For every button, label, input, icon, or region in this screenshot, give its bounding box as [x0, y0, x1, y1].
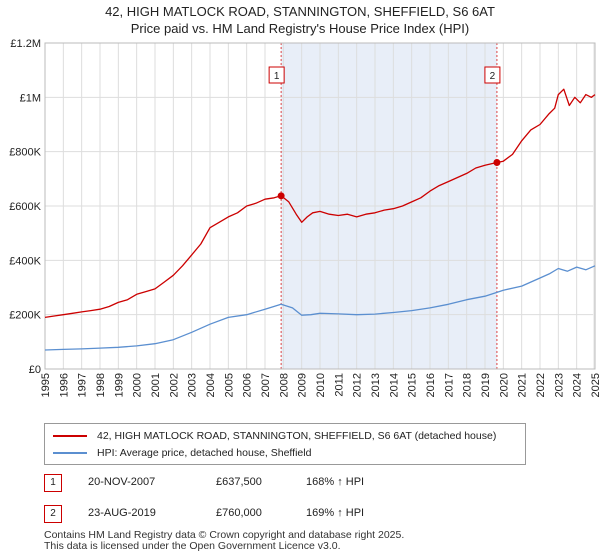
annotation-row-2: 2 23-AUG-2019 £760,000 169% ↑ HPI — [44, 505, 564, 525]
x-tick-label: 2006 — [242, 373, 254, 397]
x-tick-label: 2018 — [462, 373, 474, 397]
annotation-hpi-change: 169% ↑ HPI — [306, 507, 365, 519]
annotation-row-1: 1 20-NOV-2007 £637,500 168% ↑ HPI — [44, 474, 564, 494]
x-tick-label: 2022 — [535, 373, 547, 397]
annotation-number-box: 2 — [44, 505, 62, 523]
footer-line2: This data is licensed under the Open Gov… — [44, 540, 341, 552]
x-tick-label: 2007 — [260, 373, 272, 397]
x-tick-label: 1995 — [40, 373, 52, 397]
footer-line1: Contains HM Land Registry data © Crown c… — [44, 529, 405, 541]
x-tick-label: 2017 — [443, 373, 455, 397]
y-tick-label: £0 — [29, 364, 41, 376]
annotation-number-box: 1 — [44, 474, 62, 492]
legend-item-price: 42, HIGH MATLOCK ROAD, STANNINGTON, SHEF… — [53, 427, 496, 445]
sale-marker-label: 2 — [490, 71, 496, 82]
x-tick-label: 1998 — [95, 373, 107, 397]
x-tick-label: 2005 — [223, 373, 235, 397]
sale-point — [493, 159, 501, 167]
annotation-hpi-change: 168% ↑ HPI — [306, 476, 365, 488]
annotation-date: 20-NOV-2007 — [88, 476, 156, 488]
price-chart: 1 2 £0 £200K £400K £600K £800K £1M £1.2M 1995 1996… — [9, 38, 600, 397]
plot-border — [44, 42, 596, 370]
annotation-date: 23-AUG-2019 — [88, 507, 156, 519]
y-tick-label: £600K — [9, 201, 41, 213]
y-tick-label: £800K — [9, 147, 41, 159]
annotation-price: £637,500 — [216, 476, 262, 488]
y-tick-label: £200K — [9, 310, 41, 322]
legend-swatch-hpi — [53, 452, 87, 454]
x-tick-label: 2011 — [333, 373, 345, 397]
x-tick-label: 2003 — [187, 373, 199, 397]
x-tick-label: 2013 — [370, 373, 382, 397]
chart-legend: 42, HIGH MATLOCK ROAD, STANNINGTON, SHEF… — [44, 423, 526, 465]
series-line-price-paid — [44, 88, 596, 319]
chart-title-line1: 42, HIGH MATLOCK ROAD, STANNINGTON, SHEF… — [105, 4, 495, 19]
x-tick-label: 2010 — [315, 373, 327, 397]
series-line-hpi — [44, 265, 596, 351]
x-tick-label: 2004 — [205, 373, 217, 397]
x-tick-label: 1997 — [77, 373, 89, 397]
sale-marker-box — [268, 66, 285, 84]
chart-title-line2: Price paid vs. HM Land Registry's House … — [130, 21, 470, 36]
x-tick-label: 1996 — [58, 373, 70, 397]
x-tick-label: 2015 — [407, 373, 419, 397]
legend-label-price: 42, HIGH MATLOCK ROAD, STANNINGTON, SHEF… — [97, 430, 497, 442]
footer: Contains HM Land Registry data © Crown c… — [44, 530, 404, 552]
x-tick-label: 2000 — [132, 373, 144, 397]
x-tick-label: 2002 — [168, 373, 180, 397]
x-tick-label: 2001 — [150, 373, 162, 397]
sale-marker-label: 1 — [274, 71, 280, 82]
x-tick-label: 2021 — [517, 373, 529, 397]
x-tick-label: 2009 — [297, 373, 309, 397]
x-tick-label: 2016 — [425, 373, 437, 397]
sale-point — [277, 192, 285, 200]
legend-label-hpi: HPI: Average price, detached house, Shef… — [97, 447, 312, 459]
future-hatch — [593, 43, 595, 369]
x-tick-label: 2024 — [572, 373, 584, 397]
annotation-price: £760,000 — [216, 507, 262, 519]
x-tick-label: 2012 — [352, 373, 364, 397]
x-tick-label: 2020 — [498, 373, 510, 397]
y-tick-label: £400K — [9, 255, 41, 267]
y-tick-label: £1.2M — [10, 38, 41, 50]
legend-item-hpi: HPI: Average price, detached house, Shef… — [53, 444, 311, 462]
legend-swatch-price — [53, 435, 87, 437]
x-tick-label: 2008 — [278, 373, 290, 397]
x-tick-label: 2019 — [480, 373, 492, 397]
x-tick-label: 2023 — [553, 373, 565, 397]
x-tick-label: 1999 — [113, 373, 125, 397]
y-tick-label: £1M — [20, 92, 41, 104]
x-tick-label: 2014 — [388, 373, 400, 397]
x-tick-label: 2025 — [590, 373, 600, 397]
sale-marker-box — [484, 66, 501, 84]
